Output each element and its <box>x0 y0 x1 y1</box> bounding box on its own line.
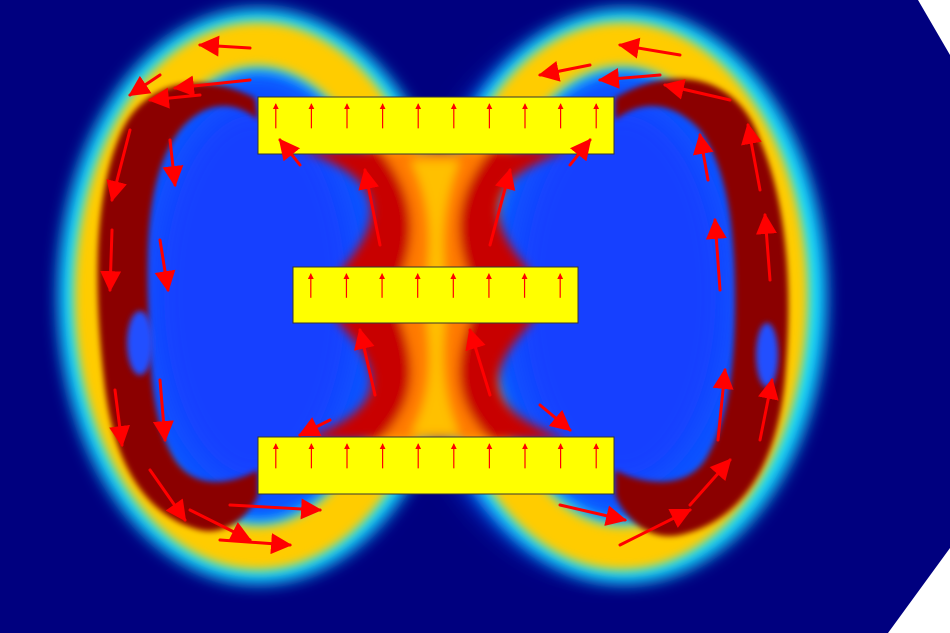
right-loop-hole <box>756 323 778 387</box>
flux-arrow <box>110 230 112 290</box>
middle-magnet <box>293 267 578 323</box>
left-loop-hole <box>127 311 153 375</box>
